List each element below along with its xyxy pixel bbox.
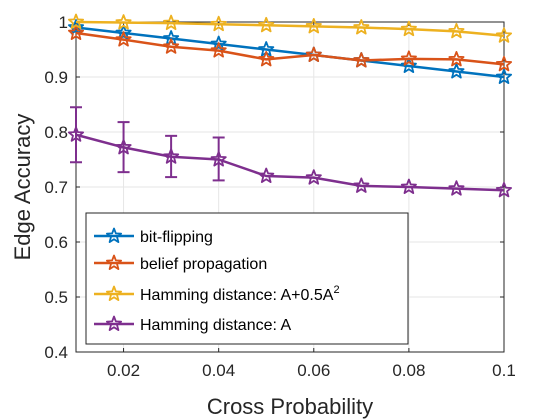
data-point	[115, 14, 132, 30]
legend-item: bit-flipping	[94, 227, 213, 246]
legend-marker	[105, 315, 123, 331]
data-point	[448, 51, 465, 67]
y-tick-label: 0.6	[44, 233, 68, 252]
legend-label: Hamming distance: A	[140, 317, 292, 334]
series-2	[67, 13, 513, 43]
data-point	[400, 20, 417, 37]
x-tick-label: 0.04	[202, 361, 235, 380]
data-point	[163, 38, 180, 54]
legend-marker	[105, 227, 123, 243]
data-point	[448, 22, 465, 39]
x-tick-label: 0.02	[107, 361, 140, 380]
x-tick-label: 0.08	[392, 361, 425, 380]
data-point	[353, 177, 370, 193]
data-point	[495, 27, 513, 43]
data-point	[495, 181, 513, 198]
y-tick-label: 0.4	[44, 343, 68, 362]
series-3	[67, 106, 513, 198]
legend-item: belief propagation	[94, 254, 267, 273]
x-tick-label: 0.1	[492, 361, 516, 380]
data-point	[258, 167, 275, 183]
x-axis-title: Cross Probability	[207, 394, 373, 419]
legend-superscript: 2	[333, 284, 339, 296]
data-point	[258, 16, 275, 33]
data-point	[67, 126, 85, 142]
legend-box	[85, 212, 409, 345]
data-point	[210, 15, 227, 32]
data-point	[115, 24, 132, 40]
legend-marker	[105, 254, 123, 270]
legend-label: bit-flipping	[140, 229, 213, 246]
data-point	[67, 13, 85, 29]
data-point	[448, 63, 465, 79]
data-point	[305, 17, 322, 34]
y-tick-label: 0.5	[44, 288, 68, 307]
legend-item: Hamming distance: A	[94, 315, 292, 334]
y-tick-label: 0.9	[44, 68, 68, 87]
data-point	[210, 35, 227, 51]
data-point	[67, 24, 85, 40]
data-point	[353, 52, 370, 68]
series-line	[75, 31, 505, 66]
data-point	[67, 19, 85, 35]
y-tick-label: 0.8	[44, 123, 68, 142]
legend-label: Hamming distance: A+0.5A2	[140, 284, 340, 304]
series-0	[67, 19, 513, 84]
legend-marker	[105, 285, 123, 301]
tick-labels: 0.02 0.04 0.06 0.08 0.1 0.4 0.5 0.6 0.7 0.8 0.9 1	[44, 13, 515, 380]
legend-label: belief propagation	[140, 256, 267, 273]
data-point	[210, 42, 227, 58]
data-point	[305, 169, 322, 185]
data-point	[400, 178, 417, 194]
y-tick-label: 0.7	[44, 178, 68, 197]
y-axis-title: Edge Accuracy	[10, 114, 35, 261]
data-point	[163, 14, 180, 31]
data-point	[163, 148, 180, 164]
data-point	[305, 46, 322, 62]
series-line	[75, 20, 505, 37]
series-1	[67, 24, 513, 72]
legend-item: Hamming distance: A+0.5A2	[94, 284, 340, 304]
series-line	[75, 26, 505, 79]
data-point	[448, 180, 465, 196]
data-point	[495, 55, 513, 72]
series-line	[75, 133, 505, 192]
data-point	[115, 138, 132, 155]
data-point	[400, 50, 417, 66]
data-point	[353, 19, 370, 35]
x-tick-label: 0.06	[297, 361, 330, 380]
y-tick-label: 1	[59, 13, 68, 32]
data-point	[400, 57, 417, 73]
data-point	[210, 151, 227, 167]
legend: bit-flipping belief propagation Hamming di…	[85, 212, 409, 345]
data-point	[115, 31, 132, 47]
data-point	[258, 51, 275, 67]
data-point	[495, 68, 513, 84]
data-series	[67, 13, 513, 198]
